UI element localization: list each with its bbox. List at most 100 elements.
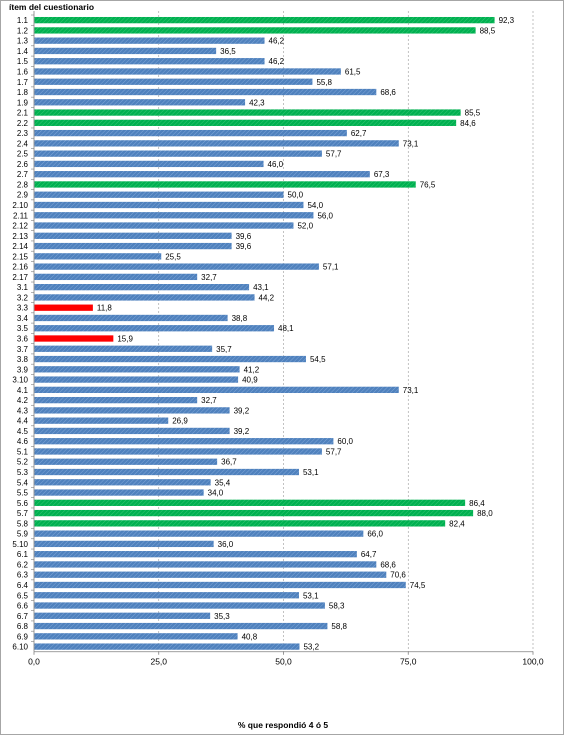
bar-3.8 [34,355,306,363]
category-label: 3.10 [12,376,28,385]
bar-4.3 [34,407,230,414]
value-label: 39,2 [234,427,250,436]
value-label: 53,1 [303,591,319,600]
category-label: 6.4 [17,581,29,590]
x-tick-label: 100,0 [522,657,544,667]
value-label: 39,6 [236,232,252,241]
value-label: 70,6 [390,571,406,580]
data-labels: 92,388,5 46,2 36,5 46,2 61,5 55,8 68,6 42,3 85,5… [97,16,515,651]
value-label: 36,0 [218,540,234,549]
category-label: 6.9 [17,632,29,641]
bar-2.14 [34,242,232,250]
bar-1.3 [34,37,265,44]
category-label: 5.5 [17,489,29,498]
category-label: 1.5 [17,57,29,66]
category-label: 6.1 [17,550,29,559]
bar-2.1 [34,109,461,116]
value-label: 92,3 [499,16,515,25]
category-label: 1.4 [17,47,29,56]
bar-2.17 [34,273,198,281]
category-label: 3.8 [17,355,29,364]
bar-2.9 [34,191,284,198]
value-label: 25,5 [165,252,181,261]
bar-1.8 [34,88,377,96]
category-label: 6.5 [17,591,29,600]
value-label: 26,9 [172,417,188,426]
value-label: 38,8 [232,314,248,323]
value-label: 86,4 [469,499,485,508]
category-label: 6.6 [17,602,29,611]
value-label: 32,7 [201,396,217,405]
category-label: 2.12 [12,222,28,231]
category-label: 6.2 [17,560,29,569]
value-label: 82,4 [449,519,465,528]
value-label: 67,3 [374,170,390,179]
bar-2.11 [34,212,314,219]
value-label: 58,8 [331,622,347,631]
value-label: 68,6 [380,88,396,97]
category-label: 2.6 [17,160,29,169]
bar-2.3 [34,129,347,137]
category-label: 5.3 [17,468,29,477]
bar-6.10 [34,643,300,650]
category-label: 3.2 [17,293,29,302]
bar-2.12 [34,222,294,229]
bar-1.2 [34,27,476,34]
value-label: 46,2 [269,57,285,66]
bar-4.6 [34,438,334,445]
bars [34,16,495,650]
value-label: 35,4 [215,478,231,487]
bar-6.8 [34,622,328,630]
value-label: 74,5 [410,581,426,590]
category-label: 1.3 [17,37,29,46]
value-label: 76,5 [420,180,436,189]
category-label: 2.13 [12,232,28,241]
bar-5.2 [34,458,218,465]
value-label: 32,7 [201,273,217,282]
bar-1.6 [34,68,341,75]
value-label: 41,2 [244,365,260,374]
value-label: 42,3 [249,98,265,107]
bar-6.9 [34,633,238,640]
category-label: 2.10 [12,201,28,210]
category-label: 2.15 [12,252,28,261]
category-label: 5.6 [17,499,29,508]
value-label: 68,6 [380,560,396,569]
value-label: 34,0 [208,489,224,498]
category-label: 4.4 [17,417,29,426]
bar-2.4 [34,140,399,147]
category-label: 3.6 [17,335,29,344]
value-label: 40,8 [242,632,258,641]
bar-5.10 [34,540,214,548]
value-label: 55,8 [316,78,332,87]
category-label: 4.3 [17,406,29,415]
category-label: 2.8 [17,180,29,189]
bar-3.5 [34,325,275,332]
value-label: 54,0 [307,201,323,210]
value-label: 39,6 [236,242,252,251]
category-label: 6.7 [17,612,29,621]
value-label: 39,2 [234,406,250,415]
category-label: 2.11 [13,211,29,220]
category-label: 6.8 [17,622,29,631]
bar-3.10 [34,376,239,383]
x-axis-title: % que respondió 4 ó 5 [237,720,329,730]
category-label: 3.3 [17,304,29,313]
value-label: 11,8 [97,304,113,313]
bar-5.4 [34,479,211,486]
value-label: 44,2 [259,293,275,302]
bar-6.5 [34,592,299,599]
category-label: 2.17 [12,273,28,282]
category-label: 4.1 [17,386,29,395]
value-label: 46,0 [268,160,284,169]
bar-5.1 [34,448,322,455]
bar-6.2 [34,561,377,568]
value-label: 40,9 [242,376,258,385]
category-label: 5.10 [12,540,28,549]
bar-2.8 [34,181,416,188]
bar-5.7 [34,509,474,517]
bar-2.5 [34,150,322,157]
bar-6.4 [34,581,406,589]
